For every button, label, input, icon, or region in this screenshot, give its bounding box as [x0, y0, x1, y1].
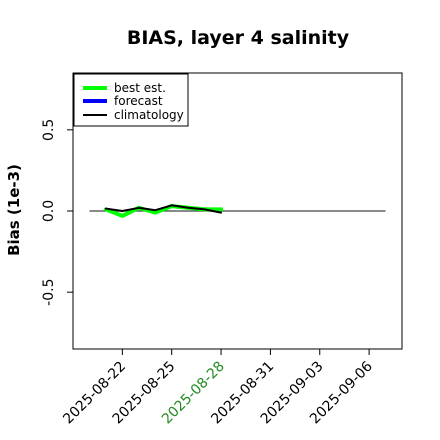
y-tick-label: 0.5: [41, 119, 57, 141]
x-axis: 2025-08-222025-08-252025-08-282025-08-31…: [60, 349, 376, 427]
legend-label-forecast: forecast: [114, 94, 163, 108]
series-line-climatology: [104, 204, 223, 214]
y-axis: -0.5 0.0 0.5: [41, 119, 73, 306]
legend-label-climatology: climatology: [114, 108, 184, 122]
chart-title: BIAS, layer 4 salinity: [127, 27, 350, 49]
legend: best est. forecast climatology: [73, 73, 189, 127]
y-tick-label: 0.0: [41, 200, 57, 222]
y-tick-label: -0.5: [41, 279, 57, 306]
series-layer: [103, 204, 224, 218]
y-axis-label: Bias (1e-3): [5, 164, 23, 256]
legend-label-best-est: best est.: [114, 81, 166, 95]
